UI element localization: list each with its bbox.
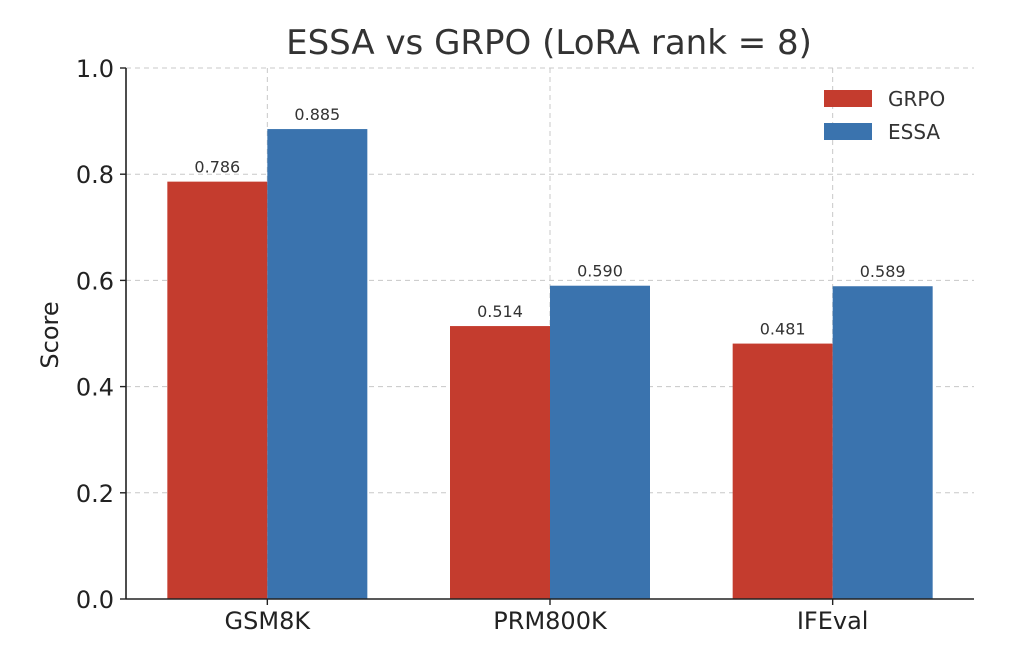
x-tick-label-2: IFEval bbox=[797, 607, 869, 635]
y-axis-label: Score bbox=[36, 301, 64, 368]
data-labels: 0.786 0.514 0.481 0.885 0.590 0.589 bbox=[194, 105, 905, 339]
data-label-essa-ifeval: 0.589 bbox=[860, 262, 906, 281]
bar-essa-gsm8k bbox=[267, 129, 368, 599]
y-tick-label-3: 0.6 bbox=[76, 267, 114, 295]
y-tick-label-5: 1.0 bbox=[76, 55, 114, 83]
legend-swatch-essa bbox=[824, 123, 872, 140]
bar-essa-prm800k bbox=[550, 285, 650, 599]
bar-grpo-gsm8k bbox=[167, 181, 268, 599]
data-label-grpo-gsm8k: 0.786 bbox=[194, 158, 240, 177]
data-label-grpo-prm800k: 0.514 bbox=[477, 302, 523, 321]
data-label-essa-prm800k: 0.590 bbox=[577, 262, 623, 281]
x-tick-label-1: PRM800K bbox=[493, 607, 608, 635]
y-tick-label-0: 0.0 bbox=[76, 586, 114, 614]
axes: 0.0 0.2 0.4 0.6 0.8 1.0 GSM8K PRM800K IFEval bbox=[76, 55, 974, 635]
legend-swatch-grpo bbox=[824, 90, 872, 107]
data-label-grpo-ifeval: 0.481 bbox=[760, 320, 806, 339]
legend-label-essa: ESSA bbox=[888, 120, 940, 144]
x-tick-label-0: GSM8K bbox=[225, 607, 312, 635]
bar-grpo-ifeval bbox=[732, 343, 833, 599]
y-tick-label-4: 0.8 bbox=[76, 161, 114, 189]
legend: GRPO ESSA bbox=[824, 87, 945, 144]
bars bbox=[167, 129, 933, 599]
y-tick-label-2: 0.4 bbox=[76, 374, 114, 402]
bar-essa-ifeval bbox=[832, 286, 933, 599]
chart-title: ESSA vs GRPO (LoRA rank = 8) bbox=[286, 23, 812, 63]
bar-grpo-prm800k bbox=[450, 326, 550, 599]
legend-label-grpo: GRPO bbox=[888, 87, 945, 111]
y-tick-label-1: 0.2 bbox=[76, 480, 114, 508]
data-label-essa-gsm8k: 0.885 bbox=[294, 105, 340, 124]
